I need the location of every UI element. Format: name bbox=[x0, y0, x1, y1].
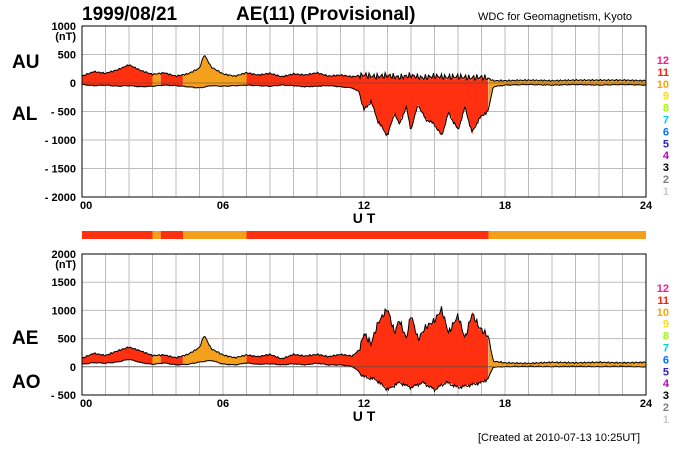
panel-1-level-12: 12 bbox=[657, 283, 669, 295]
panel-1-xtick-label: 24 bbox=[640, 398, 653, 410]
panel-1-level-6: 6 bbox=[663, 354, 669, 366]
activity-bar-segment-0 bbox=[82, 231, 153, 239]
date-label: 1999/08/21 bbox=[82, 4, 178, 25]
panel-1-xaxis-label: U T bbox=[353, 408, 376, 424]
panel-1-xtick-label: 12 bbox=[358, 398, 370, 410]
panel-1-level-3: 3 bbox=[663, 390, 669, 402]
panel-1-ytick-label: 1000 bbox=[52, 305, 76, 317]
panel-0-level-5: 5 bbox=[663, 138, 669, 150]
panel-0-ytick-label: 0 bbox=[70, 78, 76, 90]
panel-1-xtick-label: 00 bbox=[80, 398, 92, 410]
panel-0-band-1 bbox=[152, 73, 161, 87]
panel-0-level-2: 2 bbox=[663, 174, 669, 186]
panel-0-series-al bbox=[81, 83, 647, 137]
chart-title: AE(11) (Provisional) bbox=[236, 4, 416, 25]
panel-0-level-7: 7 bbox=[663, 115, 669, 127]
panel-0-level-11: 11 bbox=[657, 67, 669, 79]
panel-1-level-10: 10 bbox=[657, 307, 669, 319]
panel-1-ytick-label: 2000 bbox=[52, 249, 76, 261]
panel-1-level-1: 1 bbox=[663, 414, 669, 426]
panel-1-level-2: 2 bbox=[663, 402, 669, 414]
panel-0-ytick-label: - 500 bbox=[51, 107, 76, 119]
panel-1-band-4 bbox=[246, 309, 489, 391]
panel-0-yunit-label: (nT) bbox=[55, 31, 76, 43]
panel-1-level-4: 4 bbox=[663, 378, 670, 390]
panel-1-ytick-label: 1500 bbox=[52, 277, 76, 289]
panel-1-xtick-label: 06 bbox=[217, 398, 229, 410]
panel-0-band-5 bbox=[488, 78, 646, 110]
panel-1-ytick-label: - 500 bbox=[51, 390, 76, 402]
panel-1-frame bbox=[81, 253, 647, 396]
panel-0-level-3: 3 bbox=[663, 162, 669, 174]
panel-1-yunit-label: (nT) bbox=[55, 259, 76, 271]
created-timestamp: [Created at 2010-07-13 10:25UT] bbox=[478, 432, 641, 444]
al-label: AL bbox=[12, 104, 38, 125]
panel-0-level-6: 6 bbox=[663, 126, 669, 138]
panel-0-ytick-label: - 1500 bbox=[45, 164, 76, 176]
panel-1-level-5: 5 bbox=[663, 366, 669, 378]
panel-0-xaxis-label: U T bbox=[353, 210, 376, 226]
panel-0-level-10: 10 bbox=[657, 79, 669, 91]
panel-0-band-3 bbox=[183, 55, 247, 89]
panel-1-level-7: 7 bbox=[663, 343, 669, 355]
panel-0-ytick-label: - 2000 bbox=[45, 192, 76, 204]
activity-bar-segment-1 bbox=[152, 231, 161, 239]
panel-0-series-au bbox=[81, 55, 647, 83]
panel-1-band-1 bbox=[152, 354, 161, 365]
panel-0-xtick-label: 00 bbox=[80, 200, 92, 212]
panel-0-ytick-label: - 1000 bbox=[45, 135, 76, 147]
panel-1-band-0 bbox=[82, 347, 153, 365]
panel-0-xtick-label: 12 bbox=[358, 200, 370, 212]
panel-1-level-9: 9 bbox=[663, 319, 669, 331]
activity-bar-segment-5 bbox=[488, 231, 646, 239]
activity-bar-segment-2 bbox=[160, 231, 184, 239]
panel-0-xtick-label: 24 bbox=[640, 200, 653, 212]
panel-0-ytick-label: 500 bbox=[58, 50, 76, 62]
panel-1-xtick-label: 18 bbox=[499, 398, 511, 410]
panel-0-level-9: 9 bbox=[663, 91, 669, 103]
panel-0-band-2 bbox=[160, 72, 183, 87]
panel-0-xtick-label: 06 bbox=[217, 200, 229, 212]
activity-bar-segment-3 bbox=[183, 231, 247, 239]
panel-1-level-8: 8 bbox=[663, 331, 669, 343]
panel-0-band-4 bbox=[246, 72, 489, 135]
panel-0-band-0 bbox=[82, 64, 153, 87]
panel-0-level-12: 12 bbox=[657, 55, 669, 67]
panel-0-level-1: 1 bbox=[663, 186, 669, 198]
panel-1-ytick-label: 0 bbox=[70, 362, 76, 374]
activity-bar-segment-4 bbox=[246, 231, 489, 239]
panel-0-ytick-label: 1000 bbox=[52, 21, 76, 33]
panel-1-ytick-label: 500 bbox=[58, 334, 76, 346]
panel-0-xtick-label: 18 bbox=[499, 200, 511, 212]
panel-1-series-ae bbox=[81, 306, 646, 365]
ae-label: AE bbox=[12, 328, 39, 349]
ao-label: AO bbox=[12, 372, 41, 393]
panel-0-frame bbox=[81, 25, 647, 198]
panel-0-level-4: 4 bbox=[663, 150, 670, 162]
panel-1-level-11: 11 bbox=[657, 295, 669, 307]
au-label: AU bbox=[12, 52, 40, 73]
panel-0-level-8: 8 bbox=[663, 103, 669, 115]
panel-1-band-2 bbox=[160, 354, 183, 366]
source-label: WDC for Geomagnetism, Kyoto bbox=[478, 11, 633, 23]
